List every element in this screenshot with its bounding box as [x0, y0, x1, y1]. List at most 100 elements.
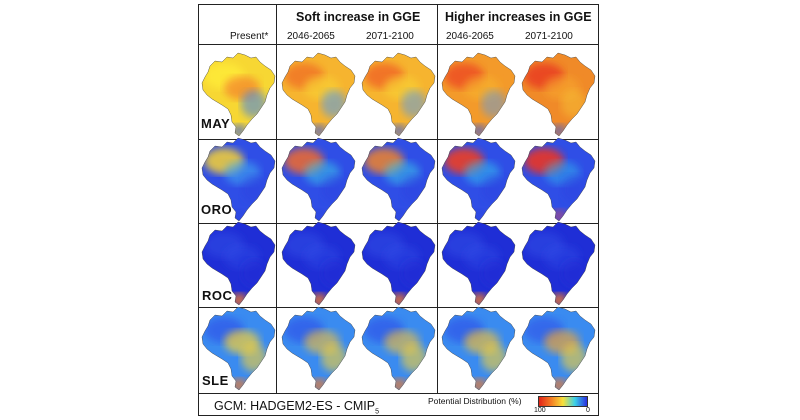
- map-may-higher-2071-2100: [518, 46, 598, 140]
- grid-right-border: [598, 4, 599, 416]
- map-roc-present: [198, 215, 278, 309]
- map-outline: [441, 221, 516, 306]
- map-may-higher-2046-2065: [438, 46, 518, 140]
- gcm-text: GCM: HADGEM2-ES - CMIP: [214, 399, 376, 413]
- map-outline: [441, 137, 516, 222]
- map-oro-soft-2071-2100: [358, 131, 438, 225]
- distribution-patch: [321, 90, 347, 118]
- distribution-patch: [401, 175, 427, 203]
- map-roc-higher-2071-2100: [518, 215, 598, 309]
- distribution-patch: [481, 175, 507, 203]
- legend-title: Potential Distribution (%): [428, 396, 522, 406]
- legend-color-bar: [538, 396, 588, 407]
- period-higher-2: 2071-2100: [525, 31, 573, 42]
- map-outline: [361, 221, 436, 306]
- map-outline: [521, 221, 596, 306]
- row-label-roc: ROC: [202, 288, 233, 303]
- period-soft-1: 2046-2065: [287, 31, 335, 42]
- brazil-map: [441, 221, 516, 306]
- legend-low-label: 0: [586, 407, 590, 414]
- distribution-patch: [561, 344, 587, 372]
- map-roc-soft-2071-2100: [358, 215, 438, 309]
- higher-increase-header: Higher increases in GGE: [445, 10, 592, 24]
- map-outline: [281, 221, 356, 306]
- period-soft-2: 2071-2100: [366, 31, 414, 42]
- map-sle-soft-2071-2100: [358, 300, 438, 394]
- map-outline: [361, 306, 436, 391]
- grid-header-border: [198, 44, 598, 45]
- map-sle-higher-2071-2100: [518, 300, 598, 394]
- period-higher-1: 2046-2065: [446, 31, 494, 42]
- row-label-sle: SLE: [202, 373, 229, 388]
- map-outline: [201, 137, 276, 222]
- brazil-map: [281, 221, 356, 306]
- map-outline: [361, 52, 436, 137]
- map-roc-higher-2046-2065: [438, 215, 518, 309]
- present-header: Present*: [230, 31, 269, 42]
- row-label-oro: ORO: [201, 202, 233, 217]
- brazil-map: [521, 306, 596, 391]
- map-outline: [201, 52, 276, 137]
- map-oro-higher-2071-2100: [518, 131, 598, 225]
- map-may-present: [198, 46, 278, 140]
- map-oro-present: [198, 131, 278, 225]
- footer-bottom-border: [198, 415, 598, 416]
- brazil-map: [281, 306, 356, 391]
- brazil-map: [361, 137, 436, 222]
- brazil-map: [201, 221, 276, 306]
- brazil-map: [361, 306, 436, 391]
- distribution-patch: [561, 90, 587, 118]
- map-may-soft-2046-2065: [278, 46, 358, 140]
- distribution-patch: [401, 90, 427, 118]
- distribution-patch: [241, 259, 267, 287]
- gcm-label: GCM: HADGEM2-ES - CMIP5: [214, 399, 379, 416]
- map-outline: [361, 137, 436, 222]
- brazil-map: [441, 137, 516, 222]
- distribution-patch: [481, 259, 507, 287]
- brazil-map: [521, 221, 596, 306]
- map-oro-higher-2046-2065: [438, 131, 518, 225]
- distribution-patch: [401, 259, 427, 287]
- grid-divider-scenario: [437, 4, 438, 393]
- map-sle-higher-2046-2065: [438, 300, 518, 394]
- map-roc-soft-2046-2065: [278, 215, 358, 309]
- map-outline: [521, 137, 596, 222]
- distribution-patch: [241, 90, 267, 118]
- distribution-patch: [241, 175, 267, 203]
- map-sle-present: [198, 300, 278, 394]
- map-outline: [281, 306, 356, 391]
- brazil-map: [441, 52, 516, 137]
- brazil-map: [201, 306, 276, 391]
- brazil-map: [201, 137, 276, 222]
- grid-bottom-border: [198, 393, 598, 394]
- row-label-may: MAY: [201, 116, 231, 131]
- map-outline: [281, 52, 356, 137]
- brazil-map: [361, 52, 436, 137]
- gcm-subscript: 5: [375, 408, 380, 416]
- distribution-patch: [561, 175, 587, 203]
- map-outline: [521, 306, 596, 391]
- distribution-patch: [481, 90, 507, 118]
- distribution-patch: [321, 259, 347, 287]
- brazil-map: [281, 137, 356, 222]
- map-outline: [201, 306, 276, 391]
- figure-panel: Soft increase in GGE Higher increases in…: [198, 0, 599, 420]
- distribution-patch: [321, 344, 347, 372]
- brazil-map: [281, 52, 356, 137]
- map-outline: [521, 52, 596, 137]
- map-sle-soft-2046-2065: [278, 300, 358, 394]
- soft-increase-header: Soft increase in GGE: [296, 10, 421, 24]
- brazil-map: [521, 52, 596, 137]
- grid-left-border: [198, 4, 199, 416]
- brazil-map: [441, 306, 516, 391]
- brazil-map: [361, 221, 436, 306]
- grid-top-border: [198, 4, 598, 5]
- map-outline: [201, 221, 276, 306]
- brazil-map: [201, 52, 276, 137]
- map-oro-soft-2046-2065: [278, 131, 358, 225]
- distribution-patch: [401, 344, 427, 372]
- map-may-soft-2071-2100: [358, 46, 438, 140]
- distribution-patch: [241, 344, 267, 372]
- brazil-map: [521, 137, 596, 222]
- map-outline: [281, 137, 356, 222]
